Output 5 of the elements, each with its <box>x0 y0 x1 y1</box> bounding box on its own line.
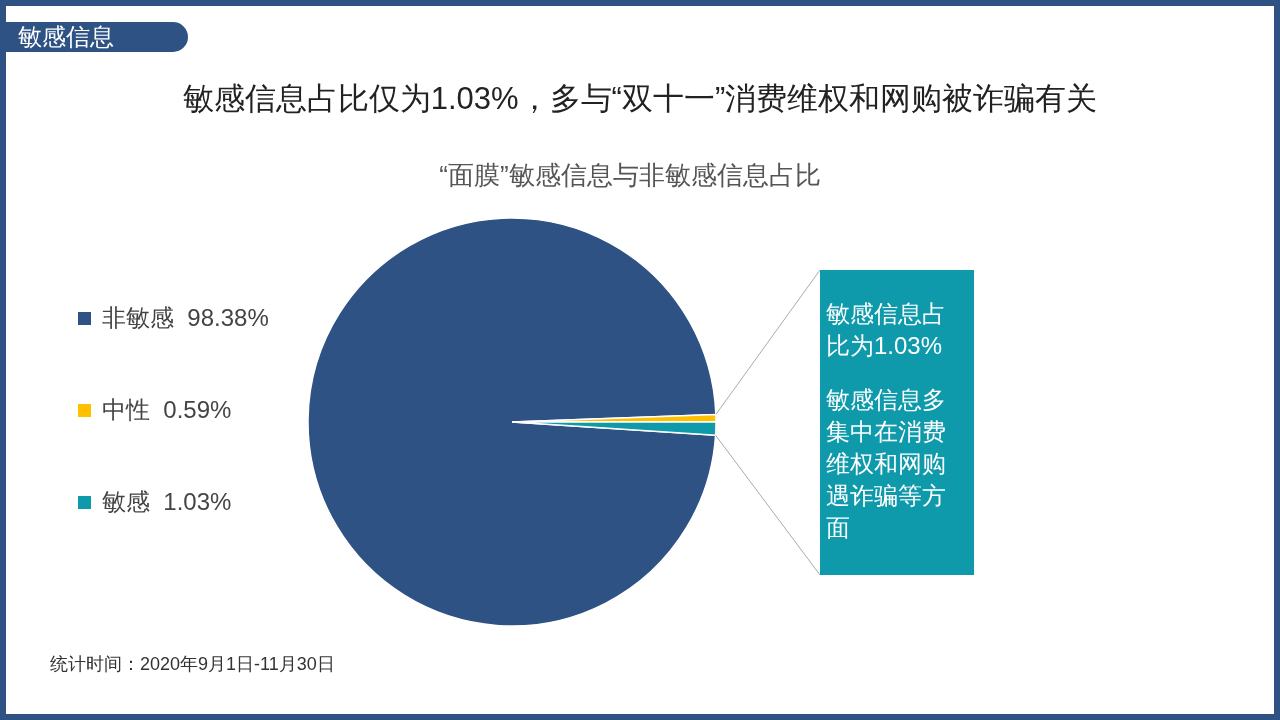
title: 敏感信息占比仅为1.03%，多与“双十一”消费维权和网购被诈骗有关 <box>181 80 1099 118</box>
callout: 敏感信息占比为1.03% 敏感信息多集中在消费维权和网购遇诈骗等方面 <box>820 270 974 575</box>
note: 统计时间：2020年9月1日-11月30日 <box>50 653 335 676</box>
subtitle: “面膜”敏感信息与非敏感信息占比 <box>438 159 822 192</box>
tab: 敏感信息 <box>6 22 188 52</box>
